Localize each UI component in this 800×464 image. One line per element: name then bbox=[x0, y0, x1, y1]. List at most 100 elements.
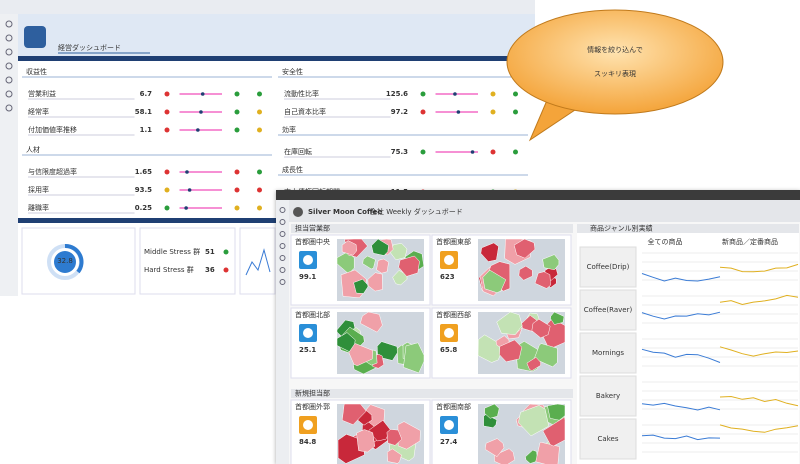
stress-label: Middle Stress 群 bbox=[144, 247, 200, 256]
map-region bbox=[403, 342, 425, 374]
status-dot bbox=[234, 127, 240, 133]
product-label: Coffee(Raver) bbox=[584, 306, 633, 314]
map-region bbox=[496, 311, 523, 336]
status-dot bbox=[234, 187, 240, 193]
weather-sun bbox=[303, 328, 313, 338]
status-dot bbox=[420, 109, 426, 115]
status-dot bbox=[420, 91, 426, 97]
column-heading: 新商品／定番商品 bbox=[722, 237, 778, 246]
status-dot bbox=[257, 187, 262, 193]
gauge-value: 32.8 bbox=[57, 257, 73, 265]
kpi-label: 付加価値率推移 bbox=[28, 125, 77, 134]
weather-sun bbox=[303, 255, 313, 265]
kpi-value: 0.25 bbox=[135, 204, 152, 212]
trend-line bbox=[641, 434, 721, 441]
product-box bbox=[579, 418, 637, 460]
status-dot bbox=[164, 127, 170, 133]
tile-value: 25.1 bbox=[299, 346, 316, 354]
map-region bbox=[547, 403, 566, 421]
tile-value: 623 bbox=[440, 273, 455, 281]
status-dot bbox=[223, 249, 229, 255]
map-region bbox=[482, 269, 507, 293]
status-dot bbox=[164, 109, 170, 115]
trend-line bbox=[641, 402, 721, 411]
tile-name: 首都圏東部 bbox=[436, 237, 471, 246]
status-dot bbox=[234, 169, 240, 175]
gauge-arc bbox=[64, 243, 84, 274]
panel bbox=[139, 227, 236, 295]
product-box bbox=[579, 289, 637, 331]
product-box bbox=[579, 246, 637, 288]
kpi-label: 離職率 bbox=[28, 203, 49, 212]
status-dot bbox=[490, 91, 496, 97]
kpi-label: 在庫回転 bbox=[284, 147, 312, 156]
product-label: Cakes bbox=[598, 435, 619, 443]
map-region bbox=[535, 441, 560, 464]
map-region bbox=[534, 271, 551, 289]
status-dot bbox=[513, 91, 518, 97]
product-label: Mornings bbox=[592, 349, 624, 357]
mini-chart bbox=[245, 248, 271, 276]
trend-line bbox=[719, 263, 799, 273]
toolbar-icon bbox=[279, 243, 286, 249]
map-region bbox=[389, 243, 408, 261]
group-heading: 担当営業部 bbox=[295, 224, 330, 233]
map-region bbox=[483, 414, 498, 428]
weather-sun bbox=[444, 255, 454, 265]
range-dot bbox=[200, 92, 205, 96]
trend-line bbox=[719, 346, 799, 357]
map-region bbox=[526, 356, 541, 371]
toolbar-icon bbox=[5, 48, 13, 56]
map-region bbox=[513, 238, 536, 259]
map-region bbox=[386, 429, 403, 446]
status-dot bbox=[223, 267, 229, 273]
map-region bbox=[542, 416, 566, 447]
gauge-core bbox=[54, 251, 76, 273]
kpi-value: 93.5 bbox=[135, 186, 152, 194]
map-region bbox=[356, 429, 376, 453]
map-region bbox=[518, 405, 550, 437]
product-label: Coffee(Drip) bbox=[587, 263, 630, 271]
status-dot bbox=[234, 109, 240, 115]
status-dot bbox=[257, 127, 262, 133]
toolbar-icon bbox=[5, 90, 13, 98]
map-region bbox=[484, 438, 505, 458]
toolbar-icon bbox=[5, 34, 13, 42]
range-dot bbox=[470, 150, 475, 154]
tile-value: 65.8 bbox=[440, 346, 457, 354]
panel bbox=[239, 227, 276, 295]
logo bbox=[24, 26, 46, 48]
weather-sun bbox=[303, 420, 313, 430]
callout-text: スッキリ表現 bbox=[594, 69, 636, 78]
trend-line bbox=[641, 348, 721, 363]
map-region bbox=[499, 339, 523, 363]
toolbar-icon bbox=[279, 219, 286, 225]
trend-line bbox=[719, 294, 799, 306]
chart-heading-bar bbox=[577, 224, 799, 233]
kpi-label: 採用率 bbox=[28, 185, 49, 194]
panel bbox=[21, 227, 136, 295]
stress-value: 51 bbox=[205, 248, 215, 256]
kpi-value: 58.1 bbox=[135, 108, 152, 116]
section-heading: 成長性 bbox=[282, 165, 303, 174]
toolbar-icon bbox=[5, 62, 13, 70]
range-dot bbox=[187, 188, 192, 192]
toolbar-icon bbox=[279, 207, 286, 213]
toolbar-icon bbox=[279, 231, 286, 237]
group-heading-bar bbox=[291, 389, 573, 398]
range-dot bbox=[185, 170, 189, 174]
kpi-label: 自己資本比率 bbox=[284, 107, 326, 116]
tile-value: 84.8 bbox=[299, 438, 316, 446]
toolbar-icon bbox=[5, 20, 13, 28]
trend-line bbox=[719, 424, 799, 433]
stress-label: Hard Stress 群 bbox=[144, 265, 194, 274]
status-dot bbox=[513, 149, 518, 155]
toolbar-icon bbox=[279, 279, 286, 285]
kpi-value: 75.3 bbox=[391, 148, 408, 156]
map-region bbox=[348, 343, 374, 367]
weather-sun bbox=[444, 328, 454, 338]
header bbox=[289, 200, 800, 222]
status-dot bbox=[257, 205, 262, 211]
map-region bbox=[371, 238, 389, 256]
tile-name: 首都圏南部 bbox=[436, 402, 471, 411]
